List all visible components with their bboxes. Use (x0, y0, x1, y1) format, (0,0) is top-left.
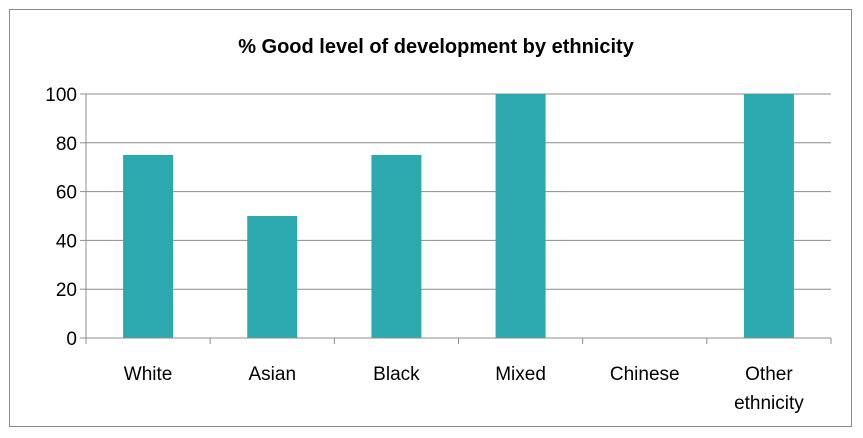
axes (85, 94, 832, 344)
bar-white (123, 155, 174, 338)
y-tick-label: 20 (56, 280, 77, 301)
y-axis-ticks: 0 20 40 60 80 100 (45, 85, 77, 350)
bars (123, 94, 794, 338)
x-axis-ticks: White Asian Black Mixed Chinese Other ethnicit… (124, 364, 804, 414)
x-tick-label: White (124, 364, 173, 385)
y-tick-label: 80 (56, 134, 77, 155)
x-tick-label: Asian (248, 364, 296, 385)
gridlines (80, 93, 831, 339)
bar-black (371, 155, 422, 338)
bar-mixed (495, 94, 546, 338)
x-tick-label: Black (373, 364, 420, 385)
y-tick-label: 100 (45, 85, 77, 106)
x-tick-label: Chinese (610, 364, 680, 385)
bar-other-ethnicity (743, 94, 794, 338)
bar-asian (247, 216, 298, 338)
x-tick-label: Mixed (495, 364, 546, 385)
y-tick-label: 0 (66, 329, 77, 350)
y-tick-label: 60 (56, 183, 77, 204)
y-tick-label: 40 (56, 231, 77, 252)
chart-title: % Good level of development by ethnicity (238, 36, 635, 58)
x-tick-label: Other ethnicity (734, 364, 804, 414)
